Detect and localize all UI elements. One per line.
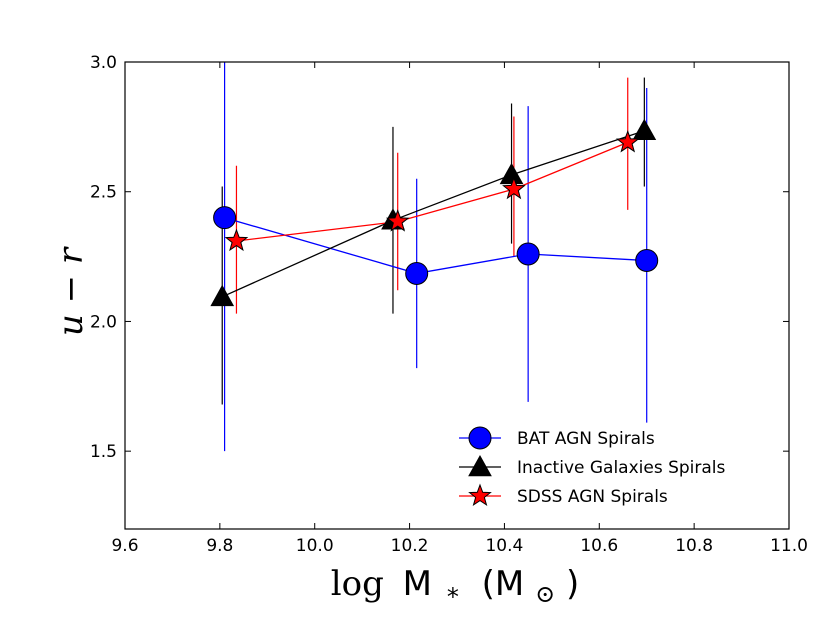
data-point xyxy=(632,118,657,141)
data-point xyxy=(213,206,237,230)
data-point xyxy=(385,209,410,232)
y-tick-label: 2.5 xyxy=(90,183,117,203)
x-tick-label: 10.8 xyxy=(675,536,713,556)
legend-marker xyxy=(468,426,492,450)
series-lines xyxy=(221,130,647,298)
x-tick-label: 10.6 xyxy=(580,536,618,556)
series-line xyxy=(224,217,647,275)
series-line xyxy=(221,130,645,298)
legend-label: SDSS AGN Spirals xyxy=(517,487,668,507)
legend-marker xyxy=(468,483,492,507)
x-tick-label: 10.4 xyxy=(485,536,523,556)
legend-marker xyxy=(468,454,492,477)
x-tick-label: 10.0 xyxy=(296,536,334,556)
series-line xyxy=(236,141,628,242)
series-markers xyxy=(210,118,659,307)
data-point xyxy=(405,261,429,285)
axis-ticks xyxy=(124,61,790,529)
data-point xyxy=(516,242,540,266)
data-point xyxy=(615,129,640,153)
y-tick-label: 3.0 xyxy=(90,53,117,73)
x-axis-title: log M * (M ⊙ ) xyxy=(331,564,580,614)
legend-label: Inactive Galaxies Spirals xyxy=(517,458,726,478)
data-point xyxy=(635,248,659,272)
y-tick-label: 2.0 xyxy=(90,312,117,332)
x-tick-label: 9.8 xyxy=(206,536,233,556)
x-tick-label: 9.6 xyxy=(111,536,138,556)
y-tick-label: 1.5 xyxy=(90,442,117,462)
x-tick-label: 10.2 xyxy=(391,536,429,556)
data-point xyxy=(210,284,235,307)
x-tick-label: 11.0 xyxy=(770,536,808,556)
data-point xyxy=(224,228,249,252)
y-tick-labels: 1.5 2.0 2.5 3.0 xyxy=(90,53,117,462)
plot-frame xyxy=(124,61,790,530)
legend-label: BAT AGN Spirals xyxy=(517,429,655,449)
x-tick-labels: 9.6 9.8 10.0 10.2 10.4 10.6 10.8 11.0 xyxy=(111,536,807,556)
data-point xyxy=(502,176,526,200)
y-axis-title: u − r xyxy=(51,246,91,336)
legend: BAT AGN Spirals Inactive Galaxies Spirals… xyxy=(459,426,726,507)
data-point xyxy=(499,162,524,185)
